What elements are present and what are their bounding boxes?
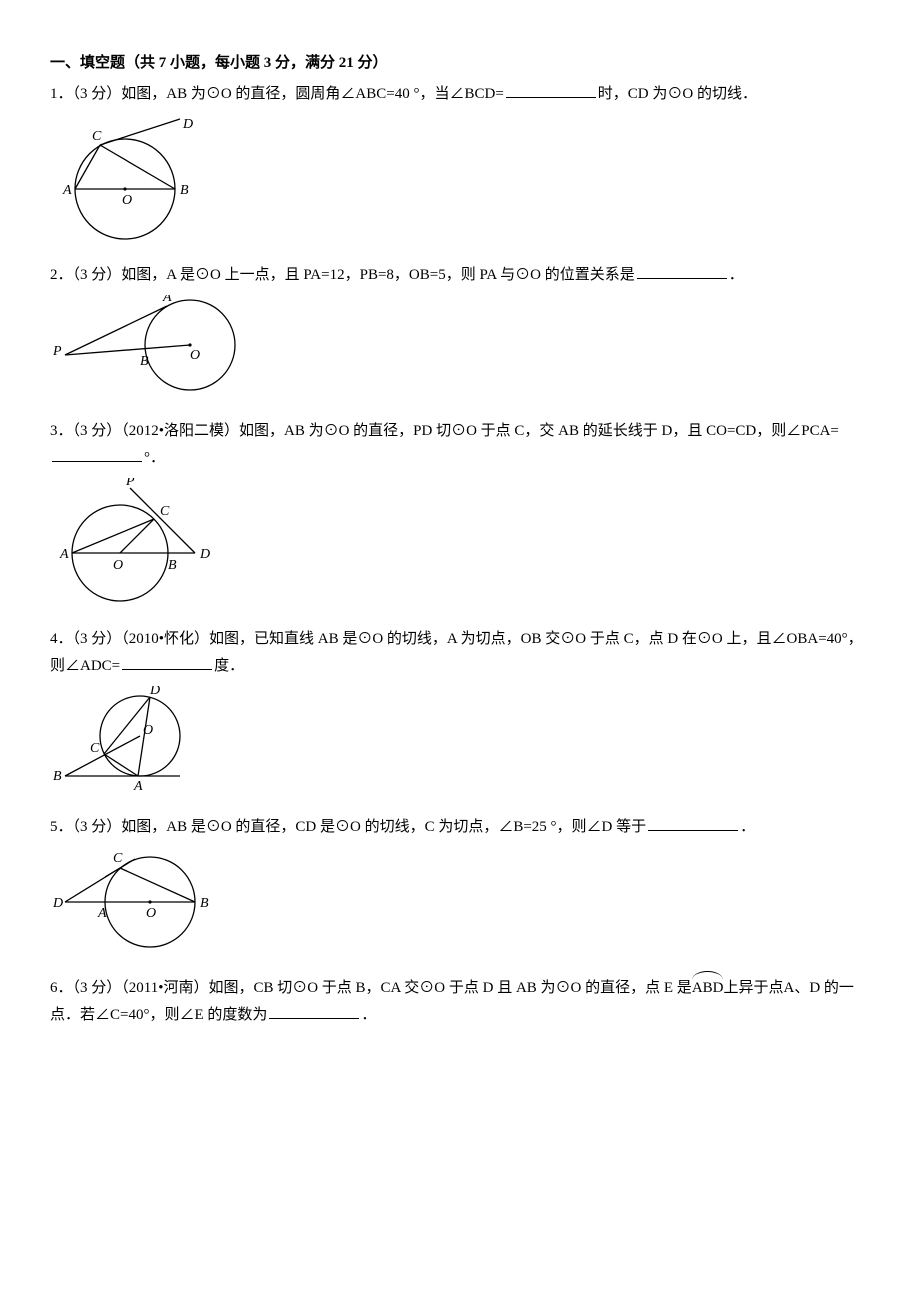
svg-text:D: D [182,117,193,132]
q4-figure: A B C D O [50,686,870,796]
question-4: 4．（3 分）（2010•怀化）如图，已知直线 AB 是⊙O 的切线，A 为切点… [50,626,870,796]
svg-text:O: O [146,906,156,921]
q4-blank [122,654,212,670]
q2-blank [637,263,727,279]
svg-text:A: A [59,547,69,562]
svg-text:D: D [149,686,160,698]
svg-text:C: C [160,504,170,519]
q4-text-after: 度． [214,658,244,674]
q1-figure: A B C D O [50,114,870,244]
q3-text: 3．（3 分）（2012•洛阳二模）如图，AB 为⊙O 的直径，PD 切⊙O 于… [50,418,870,472]
question-1: 1．（3 分）如图，AB 为⊙O 的直径，圆周角∠ABC=40 °，当∠BCD=… [50,81,870,244]
svg-text:P: P [125,478,135,489]
q3-text-after: °． [144,450,165,466]
q2-text-after: ． [729,267,744,283]
svg-text:B: B [140,354,149,369]
q5-blank [648,815,738,831]
svg-text:D: D [52,896,63,911]
q3-text-before: 3．（3 分）（2012•洛阳二模）如图，AB 为⊙O 的直径，PD 切⊙O 于… [50,423,839,439]
svg-text:O: O [190,348,200,363]
question-3: 3．（3 分）（2012•洛阳二模）如图，AB 为⊙O 的直径，PD 切⊙O 于… [50,418,870,608]
svg-text:B: B [168,558,177,573]
q5-text: 5．（3 分）如图，AB 是⊙O 的直径，CD 是⊙O 的切线，C 为切点，∠B… [50,814,870,841]
q6-text: 6．（3 分）（2011•河南）如图，CB 切⊙O 于点 B，CA 交⊙O 于点… [50,975,870,1029]
q3-blank [52,446,142,462]
q6-blank [269,1003,359,1019]
svg-text:C: C [90,741,100,756]
question-5: 5．（3 分）如图，AB 是⊙O 的直径，CD 是⊙O 的切线，C 为切点，∠B… [50,814,870,957]
q2-text-before: 2．（3 分）如图，A 是⊙O 上一点，且 PA=12，PB=8，OB=5，则 … [50,267,635,283]
q6-arc-label: ABD [692,975,724,1002]
question-6: 6．（3 分）（2011•河南）如图，CB 切⊙O 于点 B，CA 交⊙O 于点… [50,975,870,1029]
q4-text: 4．（3 分）（2010•怀化）如图，已知直线 AB 是⊙O 的切线，A 为切点… [50,626,870,680]
svg-text:A: A [97,906,107,921]
svg-text:O: O [143,723,153,738]
svg-text:O: O [113,558,123,573]
svg-text:P: P [52,344,62,359]
q3-figure: A B C D P O [50,478,870,608]
q5-figure: A B C D O [50,847,870,957]
q5-text-before: 5．（3 分）如图，AB 是⊙O 的直径，CD 是⊙O 的切线，C 为切点，∠B… [50,819,646,835]
svg-text:B: B [180,183,189,198]
q1-blank [506,82,596,98]
svg-text:B: B [53,769,62,784]
q6-text-after: ． [361,1007,376,1023]
svg-text:B: B [200,896,209,911]
q5-text-after: ． [740,819,755,835]
q6-text-before-a: 6．（3 分）（2011•河南）如图，CB 切⊙O 于点 B，CA 交⊙O 于点… [50,980,692,996]
section-title: 一、填空题（共 7 小题，每小题 3 分，满分 21 分） [50,50,870,77]
svg-text:C: C [92,129,102,144]
question-2: 2．（3 分）如图，A 是⊙O 上一点，且 PA=12，PB=8，OB=5，则 … [50,262,870,400]
q1-text-after: 时，CD 为⊙O 的切线． [598,86,757,102]
svg-text:O: O [122,193,132,208]
q2-text: 2．（3 分）如图，A 是⊙O 上一点，且 PA=12，PB=8，OB=5，则 … [50,262,870,289]
svg-text:A: A [133,779,143,794]
q1-text-before: 1．（3 分）如图，AB 为⊙O 的直径，圆周角∠ABC=40 °，当∠BCD= [50,86,504,102]
svg-text:A: A [162,295,172,305]
q2-figure: P A B O [50,295,870,400]
svg-text:C: C [113,851,123,866]
svg-text:A: A [62,183,72,198]
svg-text:D: D [199,547,210,562]
q1-text: 1．（3 分）如图，AB 为⊙O 的直径，圆周角∠ABC=40 °，当∠BCD=… [50,81,870,108]
